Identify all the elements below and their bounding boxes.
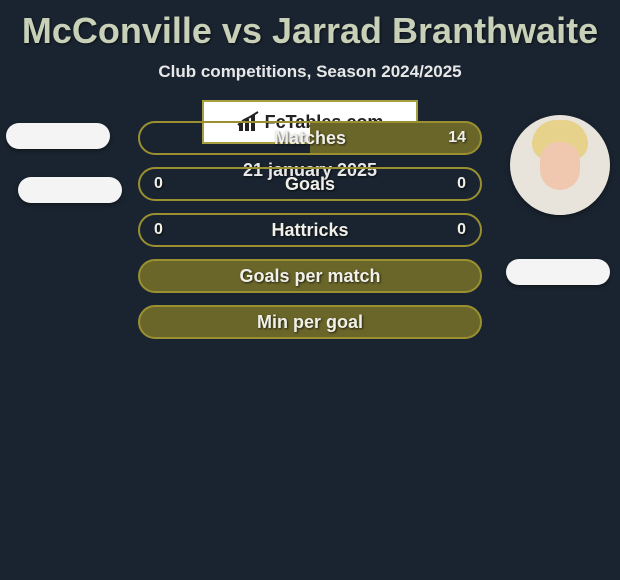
player-right-col (500, 115, 620, 215)
stat-left-val: 0 (154, 175, 163, 193)
stat-left-val: 0 (154, 221, 163, 239)
stat-label: Min per goal (257, 312, 363, 333)
face-icon (520, 120, 600, 215)
stat-row-3: Goals per match (138, 259, 482, 293)
stat-label: Goals (285, 174, 335, 195)
avatar-right (510, 115, 610, 215)
stat-label: Goals per match (239, 266, 380, 287)
stat-row-4: Min per goal (138, 305, 482, 339)
stat-right-val: 0 (457, 175, 466, 193)
left-pill-1 (6, 123, 110, 149)
right-pill (506, 259, 610, 285)
stat-row-2: Hattricks 0 0 (138, 213, 482, 247)
stat-label: Hattricks (271, 220, 348, 241)
stat-row-0: Matches 14 (138, 121, 482, 155)
stats-container: Matches 14 Goals 0 0 Hattricks 0 0 Goals per mat… (138, 121, 482, 339)
stat-row-1: Goals 0 0 (138, 167, 482, 201)
page-title: McConville vs Jarrad Branthwaite (0, 0, 620, 52)
left-pill-2 (18, 177, 122, 203)
stat-right-val: 14 (448, 129, 466, 147)
stat-right-val: 0 (457, 221, 466, 239)
stat-label: Matches (274, 128, 346, 149)
subtitle: Club competitions, Season 2024/2025 (0, 62, 620, 82)
